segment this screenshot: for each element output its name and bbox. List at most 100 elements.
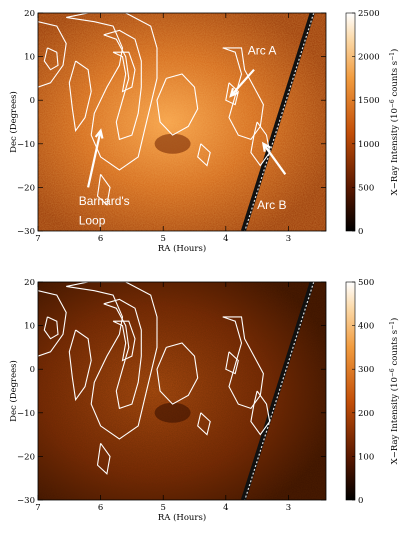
contour-line — [197, 412, 211, 436]
xray-map — [38, 282, 326, 500]
contour-line — [225, 351, 239, 375]
dark-void — [154, 133, 191, 154]
axes-frame — [37, 281, 327, 501]
colorbar-tick-label: 0 — [358, 496, 363, 506]
y-tick-label: −30 — [17, 496, 35, 506]
colorbar — [345, 281, 356, 501]
colorbar-tick-label: 200 — [358, 409, 374, 419]
colorbar-tick-label: 0 — [358, 227, 363, 237]
colorbar-tick-label: 2500 — [358, 9, 380, 19]
contour-line — [156, 342, 199, 405]
y-axis-label: Dec (Degrees) — [8, 360, 19, 422]
contour-line — [66, 13, 158, 171]
colorbar-label-part: counts s — [390, 61, 400, 99]
y-tick-label: −30 — [17, 227, 35, 237]
y-tick-label: −20 — [17, 452, 35, 462]
colorbar-label-part: −6 — [389, 99, 396, 108]
contour-line — [68, 60, 92, 133]
contour-line — [250, 390, 271, 436]
contour-line — [112, 320, 136, 362]
colorbar — [345, 12, 356, 232]
colorbar-label-part: −1 — [389, 52, 396, 61]
colorbar-label-part: ) — [389, 49, 400, 52]
contour-line — [96, 173, 111, 206]
contour-line — [250, 121, 271, 167]
colorbar-label: X−Ray Intensity (10−6 counts s−1) — [389, 49, 400, 196]
x-axis-label: RA (Hours) — [158, 243, 206, 254]
colorbar-label-part: X−Ray Intensity (10 — [389, 108, 400, 195]
annotation-label: Arc B — [257, 198, 286, 212]
y-tick-label: 0 — [30, 96, 35, 106]
x-tick-label: 7 — [35, 503, 40, 513]
x-tick-label: 6 — [98, 234, 103, 244]
x-tick-label: 4 — [223, 503, 228, 513]
annotation-layer: Arc A Arc B Barnard's Loop — [79, 43, 287, 227]
contour-layer — [38, 13, 271, 206]
axes-frame — [37, 12, 327, 232]
contour-line — [222, 47, 264, 141]
y-tick-label: 0 — [30, 365, 35, 375]
colorbar-tick-label: 100 — [358, 452, 374, 462]
colorbar-tick-label: 500 — [358, 278, 374, 288]
arc-a-arrow-head — [229, 87, 239, 98]
contour-line — [66, 282, 158, 440]
contour-line — [197, 143, 211, 167]
x-tick-label: 6 — [98, 503, 103, 513]
x-tick-label: 7 — [35, 234, 40, 244]
contour-line — [112, 51, 136, 93]
colorbar-tick-label: 1500 — [358, 96, 380, 106]
y-tick-label: 10 — [24, 53, 35, 63]
y-tick-label: 20 — [24, 9, 35, 19]
y-tick-label: −10 — [17, 409, 35, 419]
contour-line — [103, 29, 142, 141]
contour-line — [225, 82, 239, 106]
contour-line — [38, 290, 67, 357]
x-tick-label: 3 — [286, 234, 291, 244]
colorbar-label: X−Ray Intensity (10−6 counts s−1) — [389, 318, 400, 465]
colorbar-tick-label: 500 — [358, 183, 374, 193]
barnards-loop-arrow — [87, 130, 102, 188]
colorbar-label-part: −6 — [389, 368, 396, 377]
y-tick-label: 20 — [24, 278, 35, 288]
x-tick-label: 4 — [223, 234, 228, 244]
x-tick-label: 5 — [161, 503, 166, 513]
contour-line — [222, 316, 264, 410]
streak-dark — [240, 13, 315, 231]
contour-line — [103, 298, 142, 410]
dark-void — [154, 402, 191, 423]
colorbar-label-part: counts s — [390, 330, 400, 368]
annotation-label: Arc A — [248, 43, 277, 57]
y-tick-label: −20 — [17, 183, 35, 193]
y-tick-label: 10 — [24, 322, 35, 332]
y-axis-label: Dec (Degrees) — [8, 91, 19, 153]
contour-line — [38, 21, 67, 88]
arc-a-arrow — [230, 68, 255, 97]
colorbar-tick-label: 300 — [358, 365, 374, 375]
arc-b-arrow — [262, 143, 287, 175]
contour-line — [156, 73, 199, 136]
x-tick-label: 3 — [286, 503, 291, 513]
colorbar-label-part: X−Ray Intensity (10 — [389, 377, 400, 464]
contour-line — [96, 442, 111, 475]
annotation-label: Loop — [79, 213, 106, 227]
colorbar-tick-label: 400 — [358, 322, 374, 332]
colorbar-tick-label: 1000 — [358, 140, 380, 150]
colorbar-tick-label: 2000 — [358, 53, 380, 63]
x-tick-label: 5 — [161, 234, 166, 244]
colorbar-label-part: −1 — [389, 321, 396, 330]
annotation-label: Barnard's — [79, 194, 130, 208]
y-tick-label: −10 — [17, 140, 35, 150]
streak-dark — [240, 282, 315, 500]
barnards-loop-arrow-head — [94, 128, 104, 139]
contour-layer — [38, 282, 271, 475]
arc-b-arrow-head — [261, 141, 271, 152]
contour-line — [43, 47, 59, 71]
contour-line — [43, 316, 59, 340]
x-axis-label: RA (Hours) — [158, 512, 206, 523]
contour-line — [68, 329, 92, 402]
colorbar-label-part: ) — [389, 318, 400, 321]
xray-map — [38, 13, 326, 231]
